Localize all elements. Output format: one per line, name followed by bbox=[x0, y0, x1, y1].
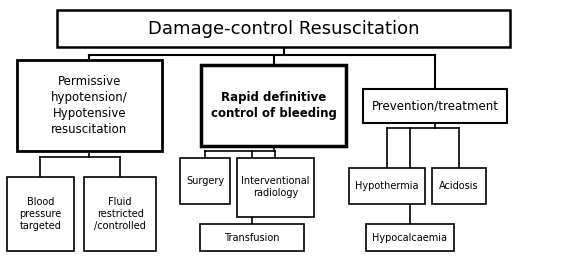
Text: Interventional
radiology: Interventional radiology bbox=[241, 176, 310, 198]
Text: Damage-control Resuscitation: Damage-control Resuscitation bbox=[148, 20, 419, 38]
FancyBboxPatch shape bbox=[201, 65, 346, 146]
Text: Acidosis: Acidosis bbox=[439, 181, 479, 191]
Text: Transfusion: Transfusion bbox=[225, 233, 280, 242]
FancyBboxPatch shape bbox=[7, 177, 74, 251]
Text: Hypothermia: Hypothermia bbox=[356, 181, 418, 191]
Text: Surgery: Surgery bbox=[186, 176, 225, 186]
FancyBboxPatch shape bbox=[366, 224, 454, 251]
FancyBboxPatch shape bbox=[349, 168, 425, 204]
FancyBboxPatch shape bbox=[237, 158, 314, 217]
Text: Rapid definitive
control of bleeding: Rapid definitive control of bleeding bbox=[210, 91, 337, 120]
FancyBboxPatch shape bbox=[84, 177, 156, 251]
FancyBboxPatch shape bbox=[17, 60, 162, 151]
FancyBboxPatch shape bbox=[180, 158, 230, 204]
Text: Permissive
hypotension/
Hypotensive
resuscitation: Permissive hypotension/ Hypotensive resu… bbox=[51, 75, 128, 136]
FancyBboxPatch shape bbox=[363, 89, 507, 123]
FancyBboxPatch shape bbox=[200, 224, 304, 251]
Text: Fluid
restricted
/controlled: Fluid restricted /controlled bbox=[94, 197, 146, 232]
Text: Blood
pressure
targeted: Blood pressure targeted bbox=[19, 197, 61, 232]
FancyBboxPatch shape bbox=[57, 10, 510, 47]
Text: Hypocalcaemia: Hypocalcaemia bbox=[372, 233, 447, 242]
Text: Prevention/treatment: Prevention/treatment bbox=[372, 99, 498, 112]
FancyBboxPatch shape bbox=[432, 168, 486, 204]
